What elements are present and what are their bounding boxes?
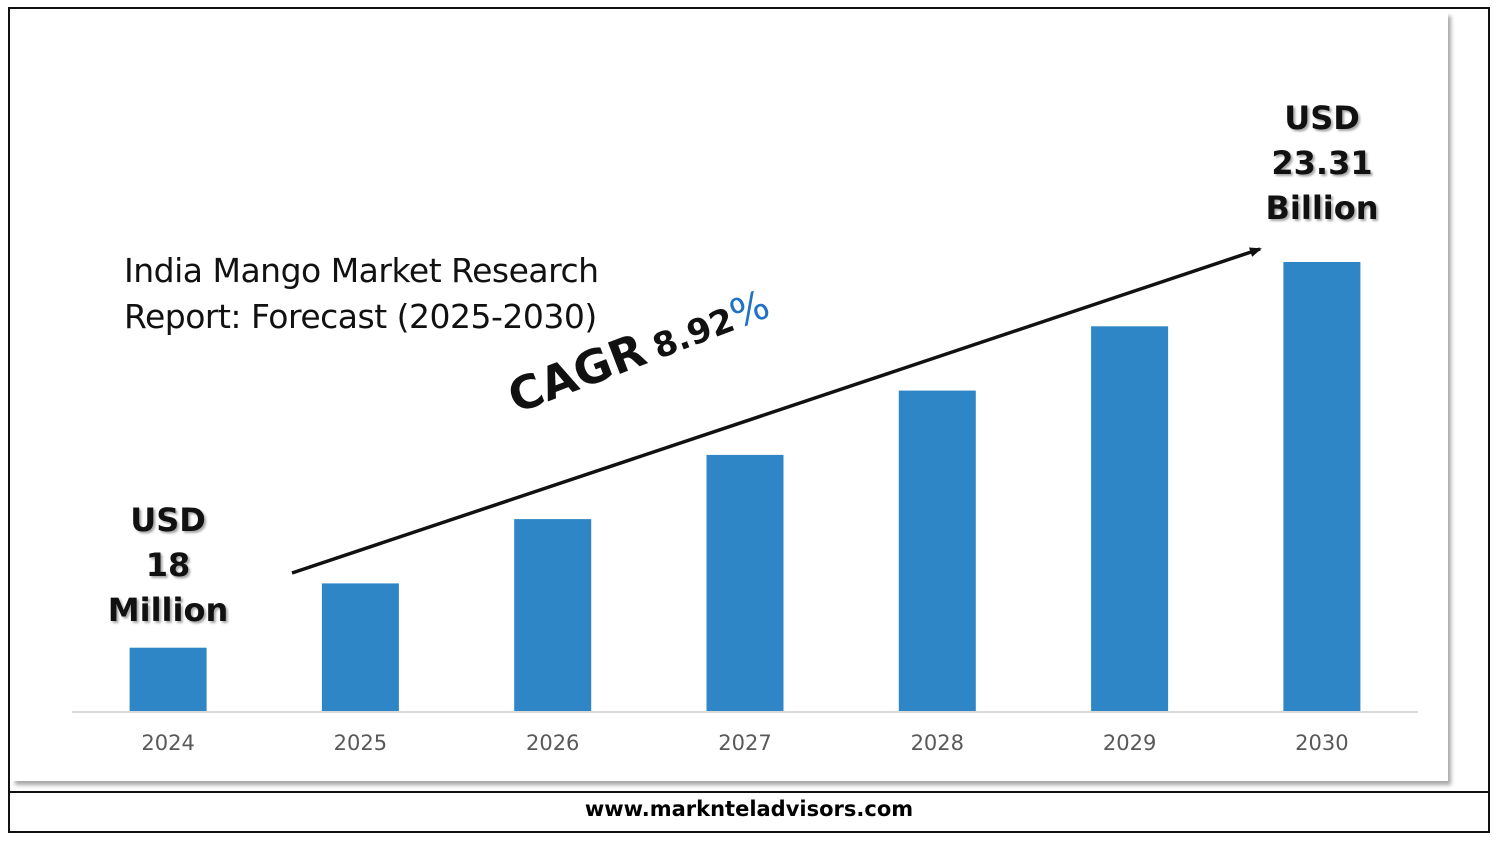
x-tick-label-2030: 2030 — [1295, 731, 1348, 755]
start-value-currency: USD — [130, 501, 206, 539]
end-value-unit: Billion — [1265, 189, 1379, 227]
x-tick-label-2026: 2026 — [526, 731, 579, 755]
chart-title-line-2: Report: Forecast (2025-2030) — [124, 297, 597, 336]
bar-2027 — [706, 454, 784, 712]
bar-2024 — [129, 647, 207, 712]
end-value-label: USD 23.31 Billion — [1240, 96, 1404, 231]
bar-2029 — [1091, 326, 1169, 712]
x-tick-label-2029: 2029 — [1103, 731, 1156, 755]
bar-2026 — [514, 519, 592, 712]
bar-2025 — [321, 583, 399, 712]
start-value-amount: 18 — [145, 546, 191, 584]
chart-title: India Mango Market Research Report: Fore… — [124, 248, 684, 340]
end-value-currency: USD — [1284, 99, 1360, 137]
start-value-label: USD 18 Million — [88, 498, 248, 633]
bar-2028 — [898, 390, 976, 712]
footer-divider — [10, 791, 1488, 793]
x-tick-label-2025: 2025 — [334, 731, 387, 755]
x-axis-ticks: 2024 2025 2026 2027 2028 2029 2030 — [141, 731, 1348, 755]
x-tick-label-2028: 2028 — [911, 731, 964, 755]
start-value-unit: Million — [107, 591, 229, 629]
end-value-amount: 23.31 — [1271, 144, 1373, 182]
bar-series — [129, 262, 1361, 712]
website-url: www.marknteladvisors.com — [584, 797, 914, 821]
x-tick-label-2027: 2027 — [718, 731, 771, 755]
x-tick-label-2024: 2024 — [141, 731, 194, 755]
chart-title-line-1: India Mango Market Research — [124, 251, 599, 290]
trend-arrow — [291, 247, 1262, 575]
bar-2030 — [1283, 262, 1361, 712]
